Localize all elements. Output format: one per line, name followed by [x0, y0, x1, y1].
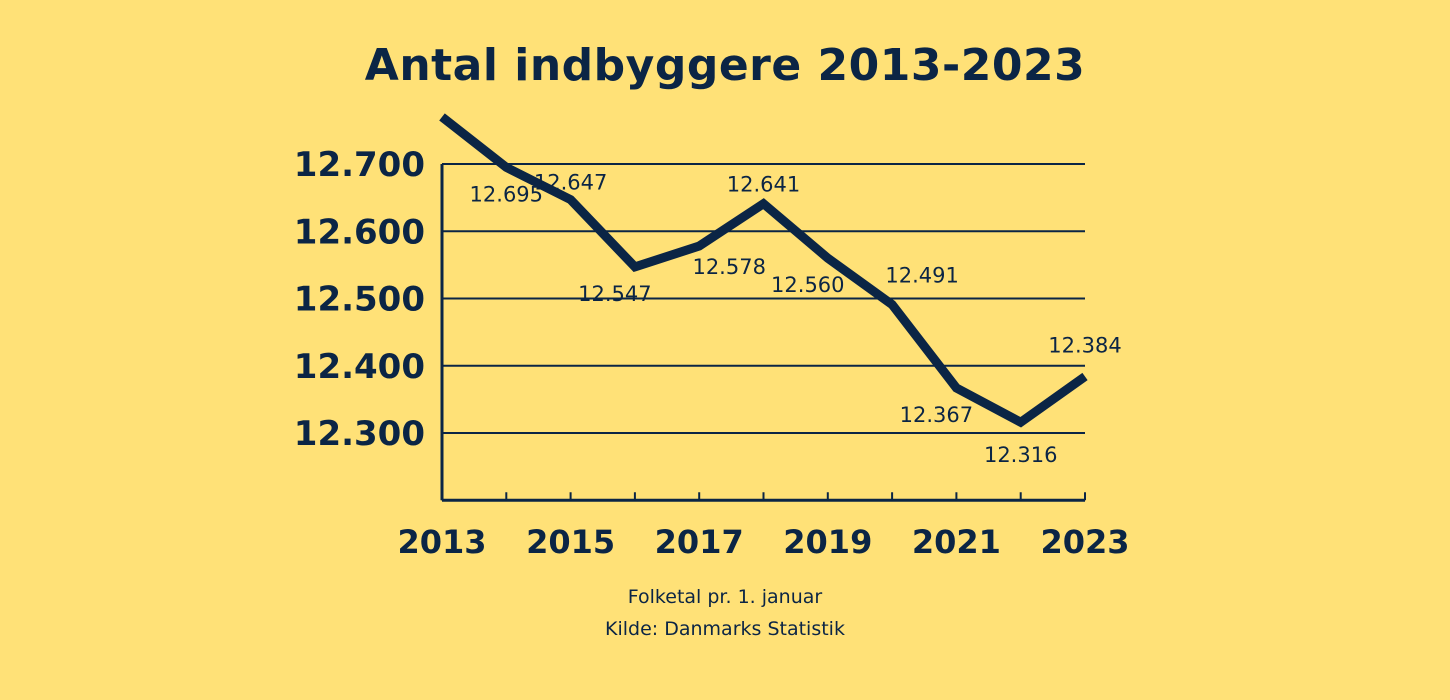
data-label: 12.367	[900, 403, 973, 427]
y-tick-label: 12.400	[294, 347, 425, 387]
data-label: 12.695	[470, 182, 543, 206]
y-tick-label: 12.300	[294, 414, 425, 454]
data-label: 12.316	[984, 443, 1057, 467]
x-tick-label: 2015	[526, 523, 615, 561]
y-tick-label: 12.500	[294, 280, 425, 320]
data-label: 12.578	[692, 255, 765, 279]
x-tick-label: 2013	[397, 523, 486, 561]
footer-source: Kilde: Danmarks Statistik	[605, 618, 845, 640]
data-label: 12.641	[727, 173, 800, 197]
x-tick-label: 2017	[655, 523, 744, 561]
y-tick-label: 12.600	[294, 212, 425, 252]
data-label: 12.547	[578, 282, 651, 306]
x-tick-label: 2023	[1040, 523, 1129, 561]
chart-title: Antal indbyggere 2013-2023	[364, 40, 1086, 91]
series-line	[439, 113, 1088, 428]
footer-note: Folketal pr. 1. januar	[627, 586, 823, 608]
data-label: 12.560	[771, 273, 844, 297]
x-tick-label: 2021	[912, 523, 1001, 561]
y-tick-label: 12.700	[294, 145, 425, 185]
data-label: 12.647	[534, 171, 607, 195]
data-label: 12.491	[885, 264, 958, 288]
data-label: 12.384	[1048, 334, 1121, 358]
x-tick-label: 2019	[783, 523, 872, 561]
